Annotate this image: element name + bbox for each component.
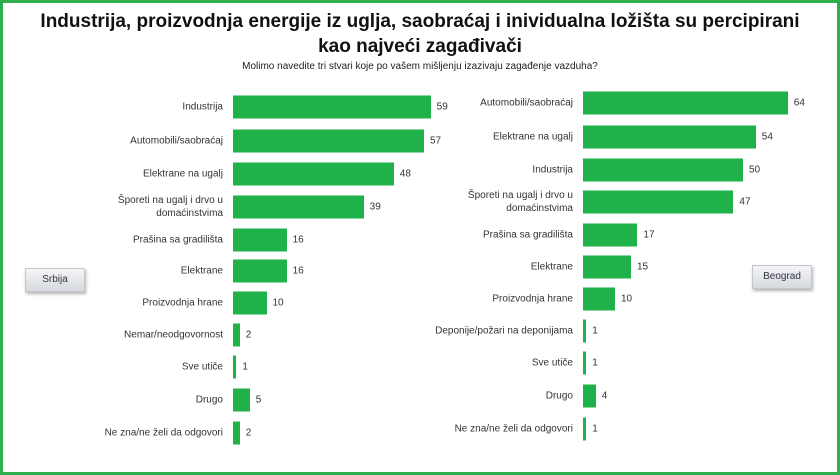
bar	[583, 384, 596, 408]
value-label: 1	[592, 357, 598, 369]
category-label: Automobili/saobraćaj	[480, 97, 573, 109]
bar	[583, 287, 615, 311]
value-label: 4	[601, 390, 608, 402]
value-label: 39	[369, 201, 381, 213]
category-label: Ne zna/ne želi da odgovori	[454, 423, 573, 435]
bar	[583, 91, 788, 115]
category-label: Elektrane	[180, 265, 223, 277]
value-label: 48	[399, 168, 411, 180]
bar	[583, 319, 587, 343]
bar	[233, 355, 237, 379]
bar	[233, 129, 424, 153]
bar	[233, 162, 394, 186]
category-label: Prašina sa gradilišta	[482, 229, 573, 241]
panel-label: Beograd	[752, 265, 812, 289]
category-label: Automobili/saobraćaj	[130, 135, 223, 147]
value-label: 1	[592, 423, 598, 435]
value-label: 17	[643, 229, 655, 241]
category-label: Šporeti na ugalj i drvo u domaćinstvima	[117, 195, 223, 219]
value-label: 47	[739, 196, 751, 208]
value-label: 15	[637, 261, 649, 273]
category-label: Elektrane na ugalj	[142, 168, 223, 180]
value-label: 1	[592, 325, 598, 337]
bar	[233, 421, 240, 445]
value-label: 1	[242, 361, 248, 373]
value-label: 16	[292, 265, 304, 277]
category-label: Nemar/neodgovornost	[124, 329, 223, 341]
bar	[233, 323, 240, 347]
bar	[583, 190, 734, 214]
bar	[583, 255, 631, 279]
category-label: Šporeti na ugalj i drvo u domaćinstvima	[467, 190, 573, 214]
bar	[233, 259, 287, 283]
bar	[583, 351, 587, 375]
category-label: Deponije/požari na deponijama	[435, 325, 573, 337]
category-label: Industrija	[532, 164, 573, 176]
bar	[583, 125, 756, 149]
bar	[583, 223, 638, 247]
value-label: 2	[245, 427, 252, 439]
category-label: Drugo	[545, 390, 573, 402]
value-label: 2	[245, 329, 252, 341]
category-label: Drugo	[195, 394, 223, 406]
bar	[233, 195, 364, 219]
category-label: Industrija	[182, 101, 223, 113]
category-label: Elektrane	[530, 261, 573, 273]
value-label: 54	[761, 131, 773, 143]
chart-subtitle: Molimo navedite tri stvari koje po vašem…	[242, 61, 598, 72]
category-label: Sve utiče	[181, 361, 223, 373]
value-label: 57	[429, 135, 442, 147]
category-label: Proizvodnja hrane	[142, 297, 223, 309]
value-label: 5	[255, 394, 262, 406]
category-label: Proizvodnja hrane	[492, 293, 573, 305]
bar	[233, 291, 267, 315]
bar	[233, 95, 431, 119]
value-label: 16	[292, 234, 304, 246]
panel-label: Srbija	[25, 268, 85, 292]
category-label: Sve utiče	[531, 357, 573, 369]
bar	[583, 158, 743, 182]
category-label: Elektrane na ugalj	[492, 131, 573, 143]
chart-title: Industrija, proizvodnja energije iz uglj…	[40, 11, 800, 57]
category-label: Ne zna/ne želi da odgovori	[104, 427, 223, 439]
value-label: 10	[272, 297, 284, 309]
value-label: 50	[749, 164, 761, 176]
bar	[233, 388, 250, 412]
category-label: Prašina sa gradilišta	[132, 234, 223, 246]
value-label: 59	[436, 101, 448, 113]
value-label: 64	[793, 97, 805, 109]
bar	[583, 417, 587, 441]
bar	[233, 228, 287, 252]
value-label: 10	[621, 293, 633, 305]
